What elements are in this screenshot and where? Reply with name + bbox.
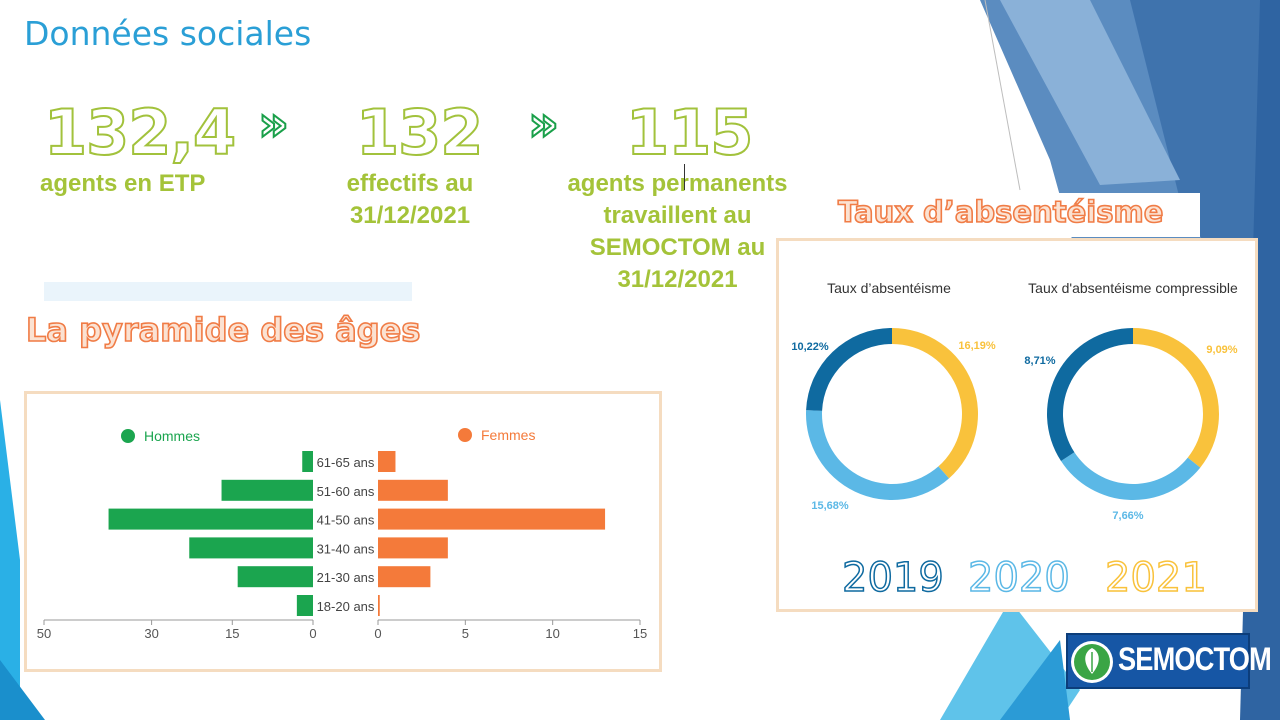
- bar-women: [378, 537, 448, 559]
- stat-etp-label-line: agents en ETP: [40, 170, 206, 197]
- legend-men-marker: [121, 429, 135, 443]
- bar-men: [302, 451, 313, 472]
- stat-effectifs-value: 132: [355, 96, 484, 169]
- stat-permanents-label-line: agents permanents: [567, 170, 788, 197]
- donut-segment-2021: [1133, 328, 1219, 468]
- text-cursor: [684, 164, 685, 190]
- age-group-label: 18-20 ans: [317, 599, 375, 614]
- stat-permanents-value: 115: [625, 96, 754, 169]
- bar-men: [237, 566, 313, 588]
- age-group-label: 41-50 ans: [317, 513, 375, 528]
- axis-tick-label: 0: [309, 626, 316, 641]
- absenteeism-title: Taux d’absentéisme: [837, 195, 1164, 229]
- bar-women: [378, 479, 448, 501]
- donut-segment-2020: [1061, 452, 1201, 500]
- age-group-label: 51-60 ans: [317, 484, 375, 499]
- pyramid-panel: [24, 391, 662, 672]
- legend-women-label: Femmes: [481, 427, 535, 443]
- bar-men: [221, 479, 313, 501]
- logo-text: SEMOCTOM: [1118, 641, 1272, 677]
- donut-value-label: 7,66%: [1112, 510, 1143, 522]
- stat-permanents-label-line: travaillent au: [603, 202, 752, 229]
- axis-tick-label: 15: [633, 626, 647, 641]
- bar-men: [189, 537, 313, 559]
- absenteeism-panel: [776, 238, 1258, 612]
- donut-segment-2021: [892, 328, 979, 479]
- axis-tick-label: 0: [374, 626, 381, 641]
- bar-women: [378, 451, 396, 472]
- donut-value-label: 10,22%: [791, 341, 829, 353]
- axis-tick-label: 15: [225, 626, 239, 641]
- year-2021-label: 2021: [1104, 555, 1207, 601]
- leaf-emblem-icon: [1071, 641, 1113, 683]
- axis-tick-label: 30: [144, 626, 158, 641]
- chevron-right-icon: »: [527, 96, 560, 152]
- page-title: Données sociales: [24, 14, 312, 53]
- legend-men-label: Hommes: [144, 428, 200, 444]
- stat-permanents-label-line: 31/12/2021: [617, 266, 738, 293]
- bar-men: [296, 595, 313, 616]
- year-2020-label: 2020: [967, 555, 1070, 601]
- axis-tick-label: 5: [462, 626, 469, 641]
- semoctom-logo: SEMOCTOM: [1066, 633, 1272, 689]
- axis-tick-label: 50: [37, 626, 51, 641]
- highlight-bar: [44, 282, 412, 301]
- pyramid-title: La pyramide des âges: [25, 311, 421, 349]
- donut-segment-2020: [805, 410, 950, 501]
- stat-etp-label: agents en ETP: [40, 168, 220, 200]
- donut-value-label: 15,68%: [811, 500, 849, 512]
- donut-value-label: 9,09%: [1206, 344, 1237, 356]
- age-group-label: 61-65 ans: [317, 455, 375, 470]
- legend-women-marker: [458, 428, 472, 442]
- age-group-label: 31-40 ans: [317, 541, 375, 556]
- stat-effectifs-label-line: effectifs au: [346, 170, 474, 197]
- stat-effectifs-label: effectifs au 31/12/2021: [330, 168, 490, 232]
- donut-segment-2019: [806, 328, 892, 411]
- year-2019-label: 2019: [841, 555, 944, 601]
- axis-tick-label: 10: [545, 626, 559, 641]
- donut-value-label: 16,19%: [958, 340, 996, 352]
- bar-women: [378, 566, 431, 588]
- donut-segment-2019: [1046, 327, 1133, 462]
- stat-permanents-label: agents permanents travaillent au SEMOCTO…: [555, 168, 800, 296]
- donut-value-label: 8,71%: [1024, 355, 1055, 367]
- absenteeism-title-box: [830, 193, 1200, 237]
- bar-women: [378, 508, 606, 530]
- stat-effectifs-label-line: 31/12/2021: [349, 202, 471, 229]
- donut-title: Taux d’absentéisme: [827, 280, 951, 296]
- age-group-label: 21-30 ans: [317, 570, 375, 585]
- stat-etp-value: 132,4: [43, 96, 237, 169]
- donut-title: Taux d'absentéisme compressible: [1028, 280, 1238, 296]
- stat-permanents-label-line: SEMOCTOM au: [589, 234, 766, 261]
- bar-women: [378, 595, 380, 616]
- chevron-right-icon: »: [257, 96, 290, 152]
- bar-men: [108, 508, 313, 530]
